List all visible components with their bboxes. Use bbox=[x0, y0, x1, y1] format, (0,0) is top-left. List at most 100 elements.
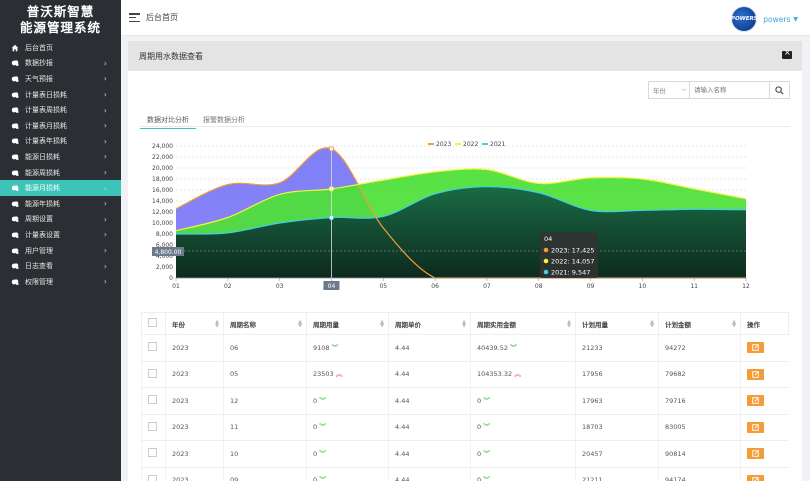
sort-icon[interactable]: ▲ ▼ bbox=[298, 319, 302, 329]
y-tick-label: 24,000 bbox=[152, 143, 173, 150]
home-icon bbox=[10, 43, 19, 52]
avatar[interactable]: POWERS bbox=[731, 6, 758, 32]
sort-icon[interactable]: ▲ ▼ bbox=[732, 319, 736, 329]
sidebar-item[interactable]: 权限管理 › bbox=[0, 274, 121, 290]
row-select-cell[interactable] bbox=[141, 440, 166, 468]
row-select-cell[interactable] bbox=[141, 467, 166, 481]
col-plan-amount[interactable]: 计划金额 ▲ ▼ bbox=[658, 312, 741, 335]
sidebar-item[interactable]: 计量表周损耗 › bbox=[0, 102, 121, 118]
tab-alarm[interactable]: 报警数据分析 bbox=[203, 116, 245, 124]
sidebar-item-label: 计量表日损耗 bbox=[25, 90, 67, 99]
sort-icon[interactable]: ▲ ▼ bbox=[650, 319, 654, 329]
col-usage-label: 周期用量 bbox=[313, 320, 339, 329]
cell-price: 4.44 bbox=[388, 440, 471, 468]
sidebar-item[interactable]: 日志查看 › bbox=[0, 258, 121, 274]
sort-icon[interactable]: ▲ ▼ bbox=[462, 319, 466, 329]
sidebar-item[interactable]: 能源周损耗 › bbox=[0, 165, 121, 181]
sort-icon[interactable]: ▲ ▼ bbox=[215, 319, 219, 329]
x-tick-label: 03 bbox=[276, 283, 284, 290]
y-tick-label: 12,000 bbox=[152, 209, 173, 216]
col-price[interactable]: 周期单价 ▲ ▼ bbox=[388, 312, 471, 335]
select-all-header[interactable] bbox=[141, 312, 166, 335]
breadcrumb[interactable]: 后台首页 bbox=[146, 13, 178, 22]
col-period[interactable]: 周期名称 ▲ ▼ bbox=[223, 312, 307, 335]
select-all-checkbox[interactable] bbox=[148, 318, 157, 327]
cell-period: 06 bbox=[223, 334, 307, 362]
user-menu[interactable]: POWERS powers ▼ bbox=[731, 6, 798, 32]
col-amount[interactable]: 周期实用金额 ▲ ▼ bbox=[470, 312, 576, 335]
cell-usage: 9108 bbox=[313, 343, 330, 352]
col-usage[interactable]: 周期用量 ▲ ▼ bbox=[306, 312, 389, 335]
edit-button[interactable] bbox=[747, 448, 764, 460]
tab-comparison[interactable]: 数据对比分析 bbox=[140, 113, 196, 129]
col-year-label: 年份 bbox=[172, 320, 185, 329]
row-checkbox[interactable] bbox=[148, 421, 157, 431]
sort-icon[interactable]: ▲ ▼ bbox=[567, 319, 571, 329]
cell-usage: 0 bbox=[313, 449, 318, 458]
edit-button[interactable] bbox=[747, 474, 764, 481]
sidebar-item[interactable]: 能源日损耗 › bbox=[0, 149, 121, 165]
edit-button[interactable] bbox=[747, 342, 764, 354]
cell-period: 11 bbox=[223, 414, 307, 441]
sidebar-item[interactable]: 周期设置 › bbox=[0, 212, 121, 228]
close-icon[interactable] bbox=[782, 48, 792, 59]
table-row: 2023 12 0 ︾ 4.44 0 ︾ 17963 79716 bbox=[141, 387, 789, 415]
chevron-down-icon: ⌵ bbox=[681, 86, 686, 93]
cell-amount: 104353.32 bbox=[477, 370, 513, 379]
sidebar-item[interactable]: 用户管理 › bbox=[0, 243, 121, 259]
chevron-down-icon[interactable]: ▼ bbox=[793, 15, 798, 23]
tooltip-title: 04 bbox=[544, 235, 552, 243]
col-year[interactable]: 年份 ▲ ▼ bbox=[165, 312, 224, 335]
cell-plan-usage: 18703 bbox=[575, 414, 659, 441]
username[interactable]: powers bbox=[763, 14, 791, 24]
row-checkbox[interactable] bbox=[148, 474, 157, 481]
cell-period: 12 bbox=[223, 387, 307, 415]
sidebar-item-label: 周期设置 bbox=[25, 215, 53, 224]
year-select[interactable]: 年份 ⌵ bbox=[648, 81, 690, 99]
chevron-right-icon: › bbox=[103, 277, 107, 287]
sidebar-item[interactable]: 天气预报 › bbox=[0, 71, 121, 87]
chevron-right-icon: › bbox=[103, 74, 107, 84]
col-period-label: 周期名称 bbox=[230, 320, 256, 329]
row-checkbox[interactable] bbox=[148, 368, 157, 378]
edit-button[interactable] bbox=[747, 368, 764, 380]
name-search-input[interactable] bbox=[690, 81, 770, 99]
cell-plan-amount: 94174 bbox=[658, 467, 741, 481]
row-select-cell[interactable] bbox=[141, 334, 166, 362]
sidebar-item[interactable]: 能源年损耗 › bbox=[0, 196, 121, 212]
sidebar-item-label: 权限管理 bbox=[25, 277, 53, 286]
row-select-cell[interactable] bbox=[141, 387, 166, 415]
usage-area-chart[interactable]: 0 2,000 4,000 6,000 8,000 10,000 12,000 14,000 1… bbox=[128, 133, 802, 313]
search-icon bbox=[775, 85, 784, 95]
edit-button[interactable] bbox=[747, 395, 764, 407]
row-select-cell[interactable] bbox=[141, 414, 166, 441]
row-checkbox[interactable] bbox=[148, 342, 157, 352]
x-tick-label: 12 bbox=[742, 283, 750, 290]
cell-actions bbox=[740, 414, 789, 441]
row-select-cell[interactable] bbox=[141, 361, 166, 388]
cell-usage: 0 bbox=[313, 423, 318, 432]
cloud-icon bbox=[10, 137, 19, 146]
sidebar-item[interactable]: 后台首页 bbox=[0, 40, 121, 56]
cell-plan-usage: 17956 bbox=[575, 361, 659, 388]
cell-amount-wrap: 0 ︾ bbox=[470, 414, 576, 441]
sidebar-item[interactable]: 计量表日损耗 › bbox=[0, 87, 121, 103]
sidebar-item[interactable]: 数据抄报 › bbox=[0, 56, 121, 72]
sidebar-item[interactable]: 能源月损耗 › bbox=[0, 180, 121, 196]
sidebar-item[interactable]: 计量表月损耗 › bbox=[0, 118, 121, 134]
trend-down-icon: ︾ bbox=[331, 343, 339, 352]
row-checkbox[interactable] bbox=[148, 395, 157, 405]
row-checkbox[interactable] bbox=[148, 448, 157, 458]
cell-price: 4.44 bbox=[388, 387, 471, 415]
sidebar-item[interactable]: 计量表年损耗 › bbox=[0, 134, 121, 150]
sidebar-item[interactable]: 计量表设置 › bbox=[0, 227, 121, 243]
edit-button[interactable] bbox=[747, 421, 764, 433]
chevron-right-icon: › bbox=[103, 136, 107, 146]
col-plan-usage[interactable]: 计划用量 ▲ ▼ bbox=[575, 312, 659, 335]
cell-amount-wrap: 104353.32 ︽ bbox=[470, 361, 576, 388]
search-button[interactable] bbox=[770, 81, 790, 99]
chevron-right-icon: › bbox=[103, 90, 107, 100]
sort-icon[interactable]: ▲ ▼ bbox=[380, 319, 384, 329]
edit-icon bbox=[752, 344, 759, 352]
menu-toggle-icon[interactable] bbox=[129, 13, 140, 22]
